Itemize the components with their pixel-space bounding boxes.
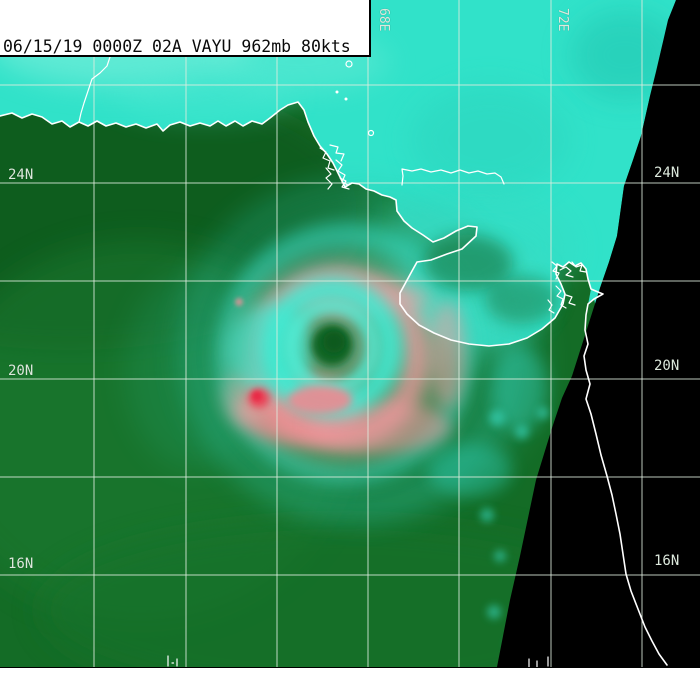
lat-label-24n-left: 24N bbox=[8, 167, 34, 183]
footer-source-url: FNMOC http://tcweb.fnmoc.navy.mil/tc-bin… bbox=[0, 699, 700, 700]
lat-label-16n-right: 16N bbox=[654, 553, 680, 569]
footer-bar: FNMOC http://tcweb.fnmoc.navy.mil/tc-bin… bbox=[0, 667, 700, 700]
lat-label-16n-left: 16N bbox=[8, 556, 34, 572]
lon-label-72e: 72E bbox=[555, 8, 570, 32]
product-info-box: 06/15/19 0000Z 02A VAYU 962mb 80kts 06/1… bbox=[0, 0, 371, 57]
satellite-map bbox=[0, 0, 700, 667]
lat-label-20n-right: 20N bbox=[654, 358, 680, 374]
lat-label-24n-right: 24N bbox=[654, 165, 680, 181]
coastlines bbox=[0, 56, 668, 667]
no-data-region bbox=[497, 0, 700, 667]
storm-info-line: 06/15/19 0000Z 02A VAYU 962mb 80kts bbox=[3, 37, 351, 56]
lon-label-68e: 68E bbox=[376, 8, 391, 32]
graticule bbox=[0, 0, 700, 667]
lat-label-20n-left: 20N bbox=[8, 363, 34, 379]
